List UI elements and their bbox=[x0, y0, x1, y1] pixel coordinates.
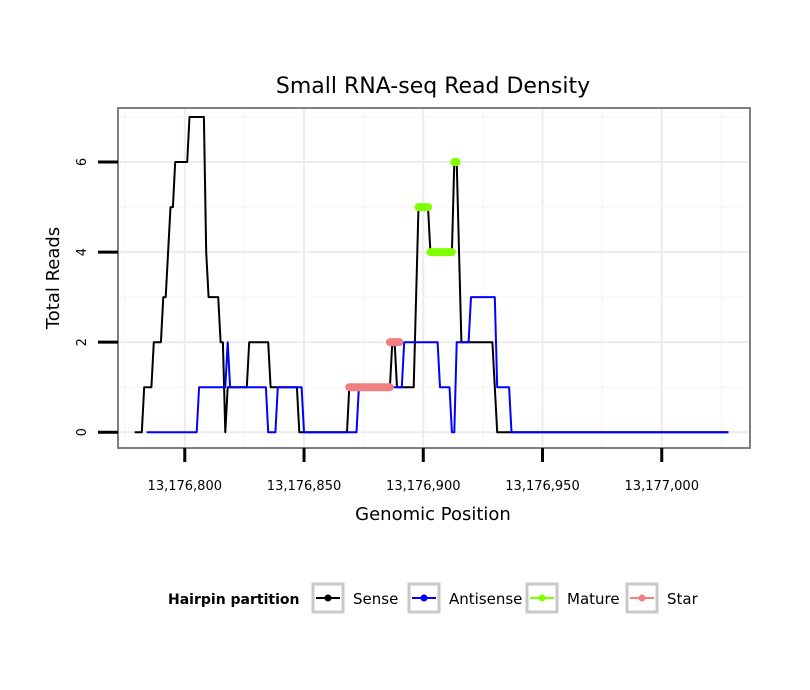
x-tick-label: 13,176,800 bbox=[148, 479, 222, 494]
legend-key-point bbox=[538, 594, 546, 602]
legend-key-point bbox=[638, 594, 646, 602]
plot-panel bbox=[118, 108, 750, 448]
x-tick-label: 13,176,900 bbox=[386, 479, 460, 494]
y-axis-label: Total Reads bbox=[43, 227, 64, 330]
plot-border bbox=[117, 107, 751, 449]
legend: Hairpin partition Sense Antisense Mature St… bbox=[168, 582, 699, 614]
series-markers bbox=[345, 158, 461, 392]
legend-entry-star: Star bbox=[625, 582, 699, 614]
x-tick-label: 13,176,950 bbox=[505, 479, 579, 494]
legend-label: Sense bbox=[353, 590, 398, 608]
axes: 13,176,800 13,176,850 13,176,900 13,176,950… bbox=[75, 107, 751, 494]
y-tick-label: 6 bbox=[75, 158, 90, 166]
x-tick-label: 13,176,850 bbox=[267, 479, 341, 494]
legend-title: Hairpin partition bbox=[168, 592, 299, 608]
x-tick-label: 13,177,000 bbox=[625, 479, 699, 494]
legend-label: Mature bbox=[567, 590, 620, 608]
y-tick-label: 4 bbox=[75, 248, 90, 256]
legend-entry-mature: Mature bbox=[525, 582, 620, 614]
y-tick-label: 0 bbox=[75, 428, 90, 436]
plot-background bbox=[118, 108, 750, 448]
legend-entry-antisense: Antisense bbox=[407, 582, 522, 614]
series-line-antisense bbox=[146, 296, 729, 434]
legend-key-point bbox=[324, 594, 332, 602]
legend-label: Antisense bbox=[449, 590, 522, 608]
legend-label: Star bbox=[667, 590, 699, 608]
legend-key-point bbox=[420, 594, 428, 602]
legend-entry-sense: Sense bbox=[311, 582, 398, 614]
y-tick-label: 2 bbox=[75, 338, 90, 346]
x-axis-label: Genomic Position bbox=[355, 504, 511, 525]
chart-title: Small RNA-seq Read Density bbox=[276, 74, 590, 99]
